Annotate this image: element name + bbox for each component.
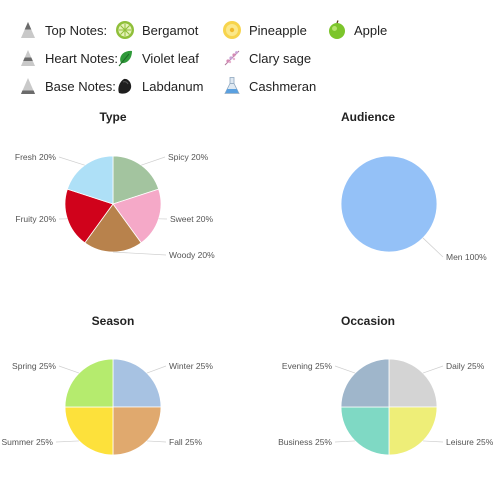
slice-label: Men 100% (446, 252, 487, 262)
base-notes-text: Base Notes: (45, 78, 116, 94)
slice-label: Sweet 20% (170, 214, 213, 224)
ingredient-name: Cashmeran (249, 78, 317, 94)
pie-slice[interactable] (66, 155, 114, 205)
slice-label: Fall 25% (169, 437, 203, 447)
slice-leader-line (58, 365, 80, 374)
slice-leader-line (422, 365, 444, 374)
slice-leader-line (334, 365, 356, 374)
slice-label: Leisure 25% (446, 437, 494, 447)
top-notes-label: Top Notes: (20, 17, 107, 43)
slice-label: Spring 25% (12, 361, 56, 371)
slice-leader-line (146, 365, 167, 374)
pie-slice[interactable] (64, 188, 114, 244)
slice-leader-line (422, 440, 444, 443)
pie-slice[interactable] (340, 155, 438, 253)
pyramid-base-icon (21, 78, 35, 94)
clary-sage-icon (224, 50, 240, 66)
heart-notes-text: Heart Notes: (45, 50, 118, 66)
base-notes-row: Base Notes: Labdanum Cashmeran (20, 73, 500, 99)
pie-slice[interactable] (64, 358, 114, 408)
slice-leader-line (146, 440, 167, 443)
notes-section: Top Notes: Bergamot Pineapple (0, 0, 500, 100)
ingredient-clary-sage[interactable]: Clary sage (222, 45, 311, 71)
cashmeran-icon (224, 77, 240, 94)
slice-leader-line (422, 237, 444, 258)
pie-slice[interactable] (340, 406, 390, 456)
top-notes-row: Top Notes: Bergamot Pineapple (20, 17, 500, 43)
pie-slice[interactable] (340, 358, 390, 408)
slice-leader-line (141, 156, 166, 166)
ingredient-bergamot[interactable]: Bergamot (115, 17, 198, 43)
ingredient-name: Labdanum (142, 78, 204, 94)
slice-label: Business 25% (278, 437, 332, 447)
pie-chart-type: Spicy 20% Sweet 20% Woody 20% Fruity 20% Fre… (15, 152, 215, 260)
pie-slice[interactable] (112, 155, 160, 205)
chart-title-type: Type (99, 110, 127, 124)
pineapple-icon (223, 21, 241, 39)
base-notes-label: Base Notes: (20, 73, 116, 99)
pyramid-top-icon (21, 22, 35, 38)
chart-title-occasion: Occasion (340, 314, 396, 328)
slice-leader-line (334, 440, 356, 443)
heart-notes-row: Heart Notes: Violet leaf Clary sage (20, 45, 500, 71)
pie-chart-audience: Men 100% (340, 155, 487, 262)
violet-leaf-icon (118, 50, 132, 67)
slice-label: Daily 25% (446, 361, 485, 371)
pie-slice[interactable] (112, 406, 162, 456)
ingredient-name: Violet leaf (142, 50, 199, 66)
heart-notes-label: Heart Notes: (20, 45, 118, 71)
pie-slice[interactable] (388, 406, 438, 456)
ingredient-labdanum[interactable]: Labdanum (115, 73, 203, 99)
ingredient-name: Clary sage (249, 50, 312, 66)
pyramid-heart-icon (21, 50, 35, 66)
ingredient-violet-leaf[interactable]: Violet leaf (115, 45, 199, 71)
slice-leader-line (58, 156, 85, 166)
chart-title-season: Season (91, 314, 135, 328)
slice-leader-line (55, 440, 80, 443)
ingredient-apple[interactable]: Apple (327, 17, 387, 43)
pie-slice[interactable] (84, 203, 142, 253)
ingredient-pineapple[interactable]: Pineapple (222, 17, 307, 43)
slice-label: Winter 25% (169, 361, 213, 371)
bergamot-icon (116, 21, 134, 39)
ingredient-cashmeran[interactable]: Cashmeran (222, 73, 316, 99)
pie-slice[interactable] (112, 358, 162, 408)
slice-leader-line (112, 251, 167, 256)
pie-slice[interactable] (112, 188, 162, 244)
pie-chart-season: Winter 25% Fall 25% Summer 25% Spring 25% (2, 358, 213, 456)
pie-slice[interactable] (64, 406, 114, 456)
slice-label: Evening 25% (282, 361, 333, 371)
chart-title-audience: Audience (340, 110, 395, 124)
slice-label: Fruity 20% (15, 214, 56, 224)
slice-label: Woody 20% (169, 250, 215, 260)
pie-chart-occasion: Daily 25% Leisure 25% Business 25% Evening … (278, 358, 494, 456)
slice-label: Fresh 20% (15, 152, 57, 162)
slice-label: Spicy 20% (168, 152, 209, 162)
top-notes-text: Top Notes: (45, 22, 108, 38)
apple-icon (329, 20, 345, 39)
labdanum-icon (118, 78, 132, 94)
ingredient-name: Bergamot (142, 22, 199, 38)
slice-label: Summer 25% (2, 437, 54, 447)
ingredient-name: Apple (354, 22, 388, 38)
ingredient-name: Pineapple (249, 22, 307, 38)
pie-slice[interactable] (388, 358, 438, 408)
